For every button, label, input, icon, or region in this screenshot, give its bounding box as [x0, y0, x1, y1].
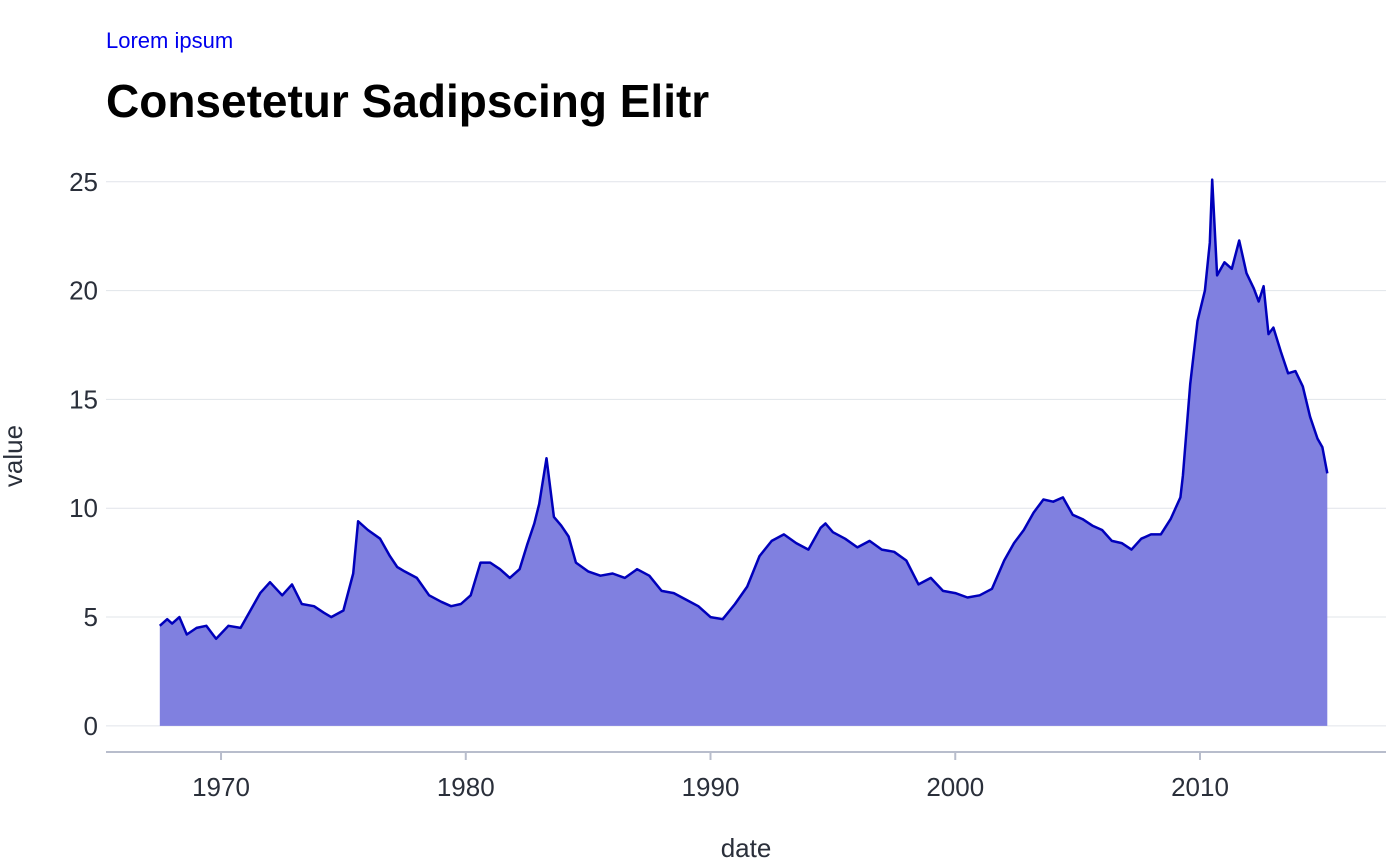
y-tick-label: 15 [69, 384, 98, 414]
y-gridlines: 0 5 10 15 20 25 [69, 167, 1386, 741]
x-tick-label: 1970 [192, 772, 250, 802]
x-ticks: 1970 1980 1990 2000 2010 [192, 752, 1229, 802]
y-tick-label: 0 [84, 711, 98, 741]
x-tick-label: 2010 [1171, 772, 1229, 802]
y-tick-label: 5 [84, 602, 98, 632]
x-tick-label: 1990 [682, 772, 740, 802]
x-axis-label: date [721, 833, 772, 863]
y-tick-label: 20 [69, 276, 98, 306]
y-tick-label: 25 [69, 167, 98, 197]
chart-title: Consetetur Sadipscing Elitr [106, 75, 710, 127]
x-tick-label: 1980 [437, 772, 495, 802]
y-axis-label: value [0, 425, 28, 487]
x-tick-label: 2000 [926, 772, 984, 802]
chart-subtitle: Lorem ipsum [106, 28, 234, 53]
y-tick-label: 10 [69, 493, 98, 523]
series-area [159, 179, 1328, 726]
series-line [158, 178, 1329, 641]
